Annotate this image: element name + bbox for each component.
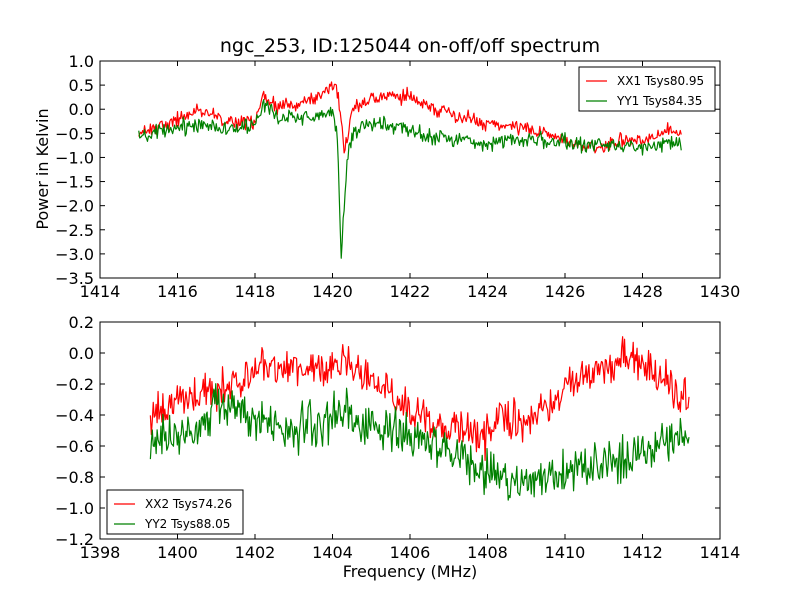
top-plot: 1414 1416 1418 1420 1422 1424 1426 1428 1430 1.0 0… xyxy=(55,52,740,301)
bottom-x-tick-label: 1412 xyxy=(622,543,663,562)
bottom-x-tick-label: 1404 xyxy=(312,543,353,562)
top-y-tick-label: −1.5 xyxy=(55,173,94,192)
top-legend-label-2: YY1 Tsys84.35 xyxy=(616,94,702,108)
bottom-y-tick-label: −0.2 xyxy=(55,375,94,394)
top-legend: XX1 Tsys80.95 YY1 Tsys84.35 xyxy=(578,66,716,112)
bottom-y-tick-label: −0.6 xyxy=(55,437,94,456)
top-x-tick-label: 1424 xyxy=(467,282,508,301)
top-y-tick-label: 0.5 xyxy=(69,76,94,95)
top-y-tick-label: 1.0 xyxy=(69,52,94,71)
bottom-series-group xyxy=(149,336,690,501)
bottom-x-tick-label: 1410 xyxy=(545,543,586,562)
top-y-tick-label: −2.0 xyxy=(55,197,94,216)
top-series-line-2 xyxy=(138,99,682,259)
bottom-y-tick-label: −1.2 xyxy=(55,530,94,549)
top-x-tick-label: 1418 xyxy=(235,282,276,301)
top-legend-label-1: XX1 Tsys80.95 xyxy=(617,74,704,88)
top-x-tick-label: 1428 xyxy=(622,282,663,301)
bottom-x-tick-label: 1400 xyxy=(157,543,198,562)
top-x-tick-label: 1420 xyxy=(312,282,353,301)
bottom-plot: 1398 1400 1402 1404 1406 1408 1410 1412 1414 0.2 0… xyxy=(55,313,740,562)
top-y-tick-label: −1.0 xyxy=(55,148,94,167)
bottom-legend-label-2: YY2 Tsys88.05 xyxy=(144,517,230,531)
bottom-y-tick-label: 0.2 xyxy=(69,313,94,332)
top-x-tick-label: 1416 xyxy=(157,282,198,301)
top-series-group xyxy=(138,81,682,259)
top-x-tick-label: 1426 xyxy=(545,282,586,301)
top-legend-box xyxy=(578,66,716,112)
top-y-tick-label: 0.0 xyxy=(69,100,94,119)
bottom-legend-box xyxy=(106,489,244,535)
x-axis-label-bottom: Frequency (MHz) xyxy=(343,562,477,581)
chart-title: ngc_253, ID:125044 on-off/off spectrum xyxy=(220,35,600,57)
bottom-y-tick-label: −0.8 xyxy=(55,468,94,487)
bottom-legend-label-1: XX2 Tsys74.26 xyxy=(145,497,232,511)
bottom-y-tick-label: −1.0 xyxy=(55,499,94,518)
y-axis-label-top: Power in Kelvin xyxy=(33,108,52,229)
bottom-x-tick-label: 1406 xyxy=(390,543,431,562)
bottom-y-tick-label: −0.4 xyxy=(55,406,94,425)
bottom-x-tick-label: 1414 xyxy=(700,543,741,562)
bottom-x-tick-label: 1402 xyxy=(235,543,276,562)
top-x-tick-label: 1414 xyxy=(80,282,121,301)
bottom-series-line-1 xyxy=(149,336,690,462)
top-y-tick-label: −3.5 xyxy=(55,269,94,288)
top-x-tick-label: 1422 xyxy=(390,282,431,301)
bottom-x-tick-label: 1408 xyxy=(467,543,508,562)
bottom-x-tick-label: 1398 xyxy=(80,543,121,562)
bottom-legend: XX2 Tsys74.26 YY2 Tsys88.05 xyxy=(106,489,244,535)
top-y-tick-label: −2.5 xyxy=(55,221,94,240)
bottom-series-line-2 xyxy=(149,383,690,501)
top-y-tick-label: −3.0 xyxy=(55,245,94,264)
bottom-y-tick-label: 0.0 xyxy=(69,344,94,363)
top-x-tick-label: 1430 xyxy=(700,282,741,301)
top-y-tick-label: −0.5 xyxy=(55,124,94,143)
